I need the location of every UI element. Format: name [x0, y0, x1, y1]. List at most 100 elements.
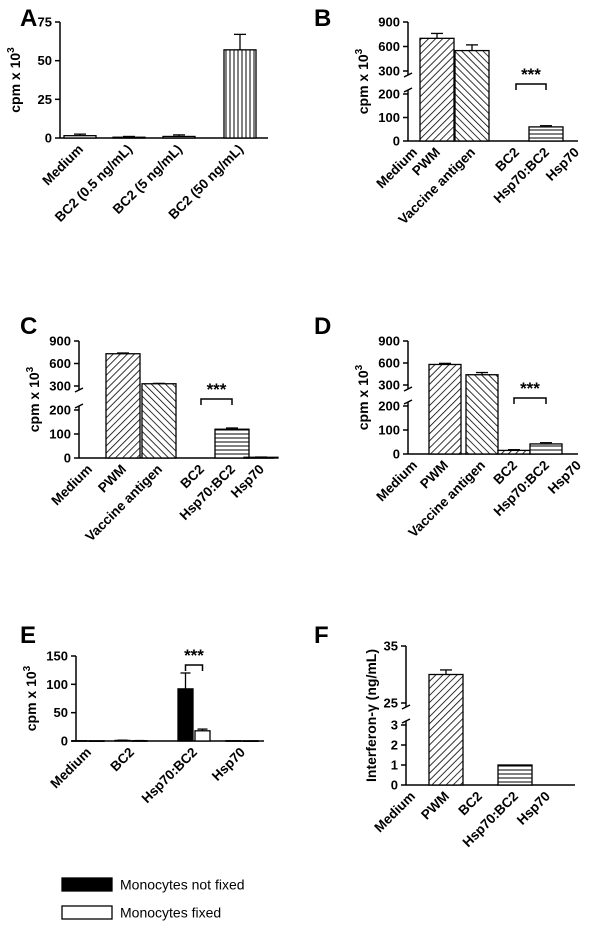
axis-break-mark: [74, 387, 84, 393]
y-tick-label: 300: [49, 379, 71, 394]
significance-bracket: [515, 83, 547, 90]
x-category-label: Hsp70: [543, 145, 582, 184]
x-category-label: PWM: [95, 462, 129, 496]
y-axis-label-exponent: 3: [22, 665, 33, 671]
bar: [141, 383, 177, 459]
significance-bracket: [513, 397, 547, 404]
bar: [63, 135, 97, 139]
bar: [497, 764, 533, 786]
bar: [223, 49, 257, 139]
legend-swatch: [61, 905, 113, 920]
y-axis-label-main: cpm x 10: [7, 53, 23, 113]
y-tick-label: 900: [49, 334, 71, 349]
y-tick-label: 200: [378, 87, 400, 102]
bar: [242, 740, 259, 742]
y-axis-label-main: cpm x 10: [26, 372, 42, 432]
x-category-label: Medium: [373, 458, 420, 505]
y-tick-label: 0: [45, 131, 52, 146]
y-axis-label-main: cpm x 10: [355, 370, 371, 430]
bar: [428, 363, 462, 455]
significance-bracket: [184, 664, 204, 671]
x-category-label: Hsp70: [514, 789, 553, 828]
x-category-label: Medium: [39, 142, 86, 189]
y-axis-label-main: cpm x 10: [23, 671, 39, 731]
bar: [214, 428, 250, 459]
y-axis-label: cpm x 103: [22, 665, 39, 731]
y-axis-label: cpm x 103: [6, 47, 23, 113]
x-category-label: PWM: [418, 789, 452, 823]
y-tick-label: 200: [378, 399, 400, 414]
y-tick-label: 600: [378, 356, 400, 371]
y-tick-label: 3: [391, 718, 398, 733]
y-tick-label: 900: [378, 15, 400, 30]
y-tick-label: 300: [378, 378, 400, 393]
y-axis-label-exponent: 3: [25, 366, 36, 372]
y-axis-label: Interferon-γ (ng/mL): [363, 649, 379, 782]
significance-label: ***: [520, 379, 540, 398]
bar: [194, 730, 211, 742]
y-tick-label: 600: [49, 356, 71, 371]
x-category-label: Hsp70:BC2: [139, 745, 201, 807]
y-tick-label: 0: [64, 451, 71, 466]
panel-letter: D: [314, 313, 331, 340]
x-category-label: Medium: [48, 462, 95, 509]
axis-break-mark: [403, 72, 413, 78]
bar: [528, 126, 564, 142]
x-category-label: BC2: [455, 789, 485, 819]
bar: [71, 740, 88, 742]
y-tick-label: 1: [391, 758, 398, 773]
bar: [465, 374, 499, 455]
y-tick-label: 0: [391, 778, 398, 793]
bar: [162, 135, 196, 139]
y-axis-label-exponent: 3: [6, 47, 17, 53]
bar: [419, 37, 455, 142]
y-tick-label: 75: [38, 15, 52, 30]
bar: [529, 443, 563, 455]
y-tick-label: 2: [391, 738, 398, 753]
x-category-label: Hsp70: [228, 462, 267, 501]
panel-f: F 0 1 2 3 25 35 Interferon-γ (ng/mL) Medium PWM BC…: [314, 622, 575, 850]
panel-e: E 0 50 100 150 cpm x 103 Medium BC2 Hsp70:BC2 Hsp…: [20, 622, 264, 921]
y-axis-label: cpm x 103: [25, 366, 42, 432]
y-tick-label: 0: [393, 134, 400, 149]
significance-bracket: [200, 398, 233, 405]
y-tick-label: 35: [384, 639, 398, 654]
axis-break-mark: [403, 399, 413, 405]
legend-label: Monocytes fixed: [120, 905, 221, 921]
y-tick-label: 0: [393, 447, 400, 462]
y-tick-label: 100: [49, 427, 71, 442]
y-tick-label: 50: [54, 705, 68, 720]
y-tick-label: 50: [38, 53, 52, 68]
panel-letter: A: [20, 5, 37, 32]
legend-swatch: [61, 877, 113, 892]
panel-letter: E: [20, 622, 36, 649]
y-tick-label: 100: [378, 110, 400, 125]
panel-letter: C: [20, 313, 37, 340]
axis-break-mark: [401, 718, 411, 724]
y-tick-label: 100: [378, 423, 400, 438]
bar: [454, 49, 490, 142]
axis-break-mark: [74, 403, 84, 409]
legend-label: Monocytes not fixed: [120, 877, 245, 893]
x-category-label: BC2: [107, 745, 137, 775]
bar: [225, 740, 242, 742]
y-tick-label: 150: [46, 649, 68, 664]
y-tick-label: 300: [378, 64, 400, 79]
y-tick-label: 600: [378, 39, 400, 54]
y-tick-label: 200: [49, 403, 71, 418]
axis-break-mark: [403, 386, 413, 392]
y-tick-label: 25: [384, 696, 398, 711]
x-category-label: Hsp70:BC2: [491, 145, 553, 207]
y-tick-label: 25: [38, 92, 52, 107]
x-category-label: Medium: [371, 789, 418, 836]
bar: [428, 673, 464, 786]
y-axis-label-exponent: 3: [354, 364, 365, 370]
significance-label: ***: [184, 646, 204, 665]
bar: [497, 449, 531, 455]
